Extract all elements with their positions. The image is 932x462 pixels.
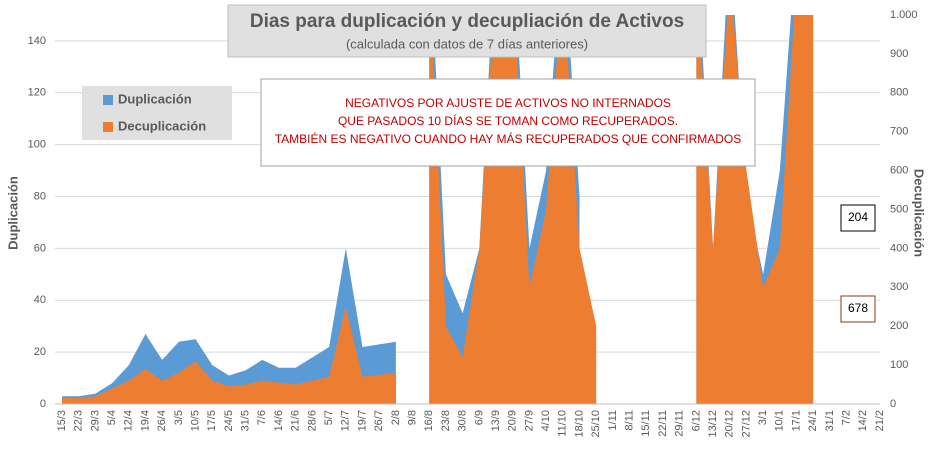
legend-label: Decuplicación xyxy=(118,118,206,133)
x-tick-label: 15/3 xyxy=(56,410,68,431)
y2-tick-label: 1.000 xyxy=(890,9,918,21)
y-tick-label: 100 xyxy=(28,139,46,151)
end-label: 204 xyxy=(848,210,868,224)
y2-tick-label: 200 xyxy=(890,320,908,332)
x-tick-label: 20/9 xyxy=(507,410,519,431)
x-tick-label: 1/11 xyxy=(607,410,619,431)
y2-tick-label: 800 xyxy=(890,87,908,99)
y2-tick-label: 600 xyxy=(890,165,908,177)
x-tick-label: 5/7 xyxy=(323,410,335,425)
x-tick-label: 17/5 xyxy=(206,410,218,431)
x-tick-label: 14/6 xyxy=(273,410,285,431)
x-tick-label: 6/9 xyxy=(473,410,485,425)
y2-tick-label: 0 xyxy=(890,398,896,410)
x-tick-label: 3/1 xyxy=(757,410,769,425)
y-tick-label: 80 xyxy=(34,190,46,202)
x-tick-label: 6/12 xyxy=(690,410,702,431)
y-tick-label: 120 xyxy=(28,87,46,99)
x-tick-label: 26/4 xyxy=(156,410,168,431)
annotation-box xyxy=(260,78,756,167)
x-tick-label: 20/12 xyxy=(724,410,736,438)
y2-tick-label: 400 xyxy=(890,242,908,254)
x-tick-label: 27/12 xyxy=(740,410,752,438)
y-tick-label: 140 xyxy=(28,35,46,47)
legend-label: Duplicación xyxy=(118,91,192,106)
x-tick-label: 26/7 xyxy=(373,410,385,431)
x-tick-label: 3/5 xyxy=(173,410,185,425)
y2-tick-label: 500 xyxy=(890,203,908,215)
x-tick-label: 8/11 xyxy=(623,410,635,431)
x-tick-label: 31/1 xyxy=(824,410,836,431)
x-tick-label: 19/7 xyxy=(356,410,368,431)
x-tick-label: 14/2 xyxy=(857,410,869,431)
y2-tick-label: 100 xyxy=(890,359,908,371)
x-tick-label: 21/6 xyxy=(290,410,302,431)
y2-tick-label: 300 xyxy=(890,281,908,293)
x-tick-label: 15/11 xyxy=(640,410,652,437)
x-tick-label: 18/10 xyxy=(573,410,585,438)
x-tick-label: 22/3 xyxy=(73,410,85,431)
y2-tick-label: 700 xyxy=(890,126,908,138)
x-tick-label: 7/2 xyxy=(841,410,853,425)
x-tick-label: 5/4 xyxy=(106,410,118,425)
x-tick-label: 24/1 xyxy=(807,410,819,431)
x-tick-label: 13/9 xyxy=(490,410,502,431)
x-tick-label: 2/8 xyxy=(390,410,402,425)
y-tick-label: 40 xyxy=(34,294,46,306)
x-tick-label: 27/9 xyxy=(523,410,535,431)
x-tick-label: 4/10 xyxy=(540,410,552,431)
x-tick-label: 19/4 xyxy=(139,410,151,431)
annotation: TAMBIÉN ES NEGATIVO CUANDO HAY MÁS RECUP… xyxy=(275,131,742,146)
y2-axis-title: Decuplicación xyxy=(912,169,927,257)
x-tick-label: 28/6 xyxy=(306,410,318,431)
x-tick-label: 29/3 xyxy=(89,410,101,431)
end-label: 678 xyxy=(848,301,868,315)
x-tick-label: 11/10 xyxy=(557,410,569,437)
title-box xyxy=(227,4,707,58)
y2-tick-label: 900 xyxy=(890,48,908,60)
x-tick-label: 9/8 xyxy=(406,410,418,425)
x-tick-label: 22/11 xyxy=(657,410,669,437)
x-tick-label: 10/1 xyxy=(774,410,786,431)
x-tick-label: 17/1 xyxy=(790,410,802,431)
y-tick-label: 0 xyxy=(40,398,46,410)
x-tick-label: 25/10 xyxy=(590,410,602,438)
y-tick-label: 20 xyxy=(34,346,46,358)
x-tick-label: 12/4 xyxy=(123,410,135,431)
x-tick-label: 21/2 xyxy=(874,410,886,431)
x-tick-label: 23/8 xyxy=(440,410,452,431)
chart-subtitle: (calculada con datos de 7 días anteriore… xyxy=(346,36,588,51)
annotation: NEGATIVOS POR AJUSTE DE ACTIVOS NO INTER… xyxy=(345,96,671,110)
legend-swatch xyxy=(103,95,113,105)
x-tick-label: 10/5 xyxy=(189,410,201,431)
x-tick-label: 24/5 xyxy=(223,410,235,431)
x-tick-label: 31/5 xyxy=(240,410,252,431)
end-label-box xyxy=(840,295,876,323)
end-label-box xyxy=(840,204,876,232)
chart-title: Dias para duplicación y decupliación de … xyxy=(250,11,684,32)
x-tick-label: 7/6 xyxy=(256,410,268,425)
area xyxy=(62,15,880,404)
x-tick-label: 16/8 xyxy=(423,410,435,431)
x-tick-label: 12/7 xyxy=(340,410,352,431)
y-tick-label: 60 xyxy=(34,242,46,254)
annotation: QUE PASADOS 10 DÍAS SE TOMAN COMO RECUPE… xyxy=(338,113,678,128)
y-axis-title: Duplicación xyxy=(5,176,20,250)
x-tick-label: 30/8 xyxy=(457,410,469,431)
x-tick-label: 13/12 xyxy=(707,410,719,438)
legend-swatch xyxy=(103,122,113,132)
x-tick-label: 29/11 xyxy=(674,410,686,437)
